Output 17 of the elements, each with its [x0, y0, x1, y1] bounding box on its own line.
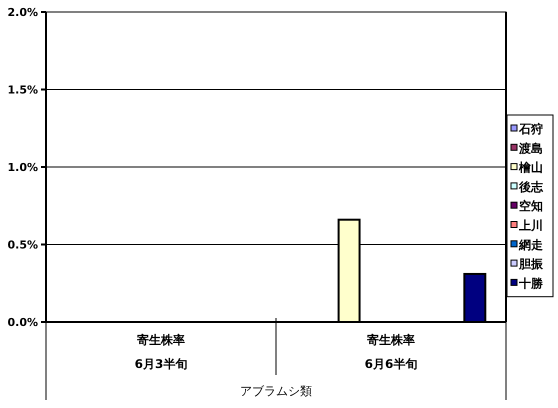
legend-label: 網走 [518, 238, 543, 252]
x-axis-title: アブラムシ類 [240, 384, 312, 398]
y-tick-label: 2.0% [7, 6, 38, 19]
x-tick-label: 寄生株率 6月6半旬 [364, 333, 418, 371]
legend-label: 渡島 [518, 141, 543, 156]
y-tick-label: 0.5% [7, 238, 38, 252]
legend-label: 空知 [519, 199, 543, 214]
legend-label: 檜山 [518, 160, 543, 175]
legend-label: 胆振 [518, 257, 544, 272]
legend-label: 上川 [518, 218, 543, 232]
legend-label: 十勝 [518, 276, 544, 290]
y-tick-label: 0.0% [7, 316, 38, 329]
x-tick-label: 寄生株率 6月3半旬 [134, 333, 188, 371]
y-tick-label: 1.0% [7, 161, 38, 174]
legend-label: 後志 [518, 180, 544, 194]
legend-label: 石狩 [518, 122, 543, 136]
y-tick-label: 1.5% [7, 84, 38, 96]
